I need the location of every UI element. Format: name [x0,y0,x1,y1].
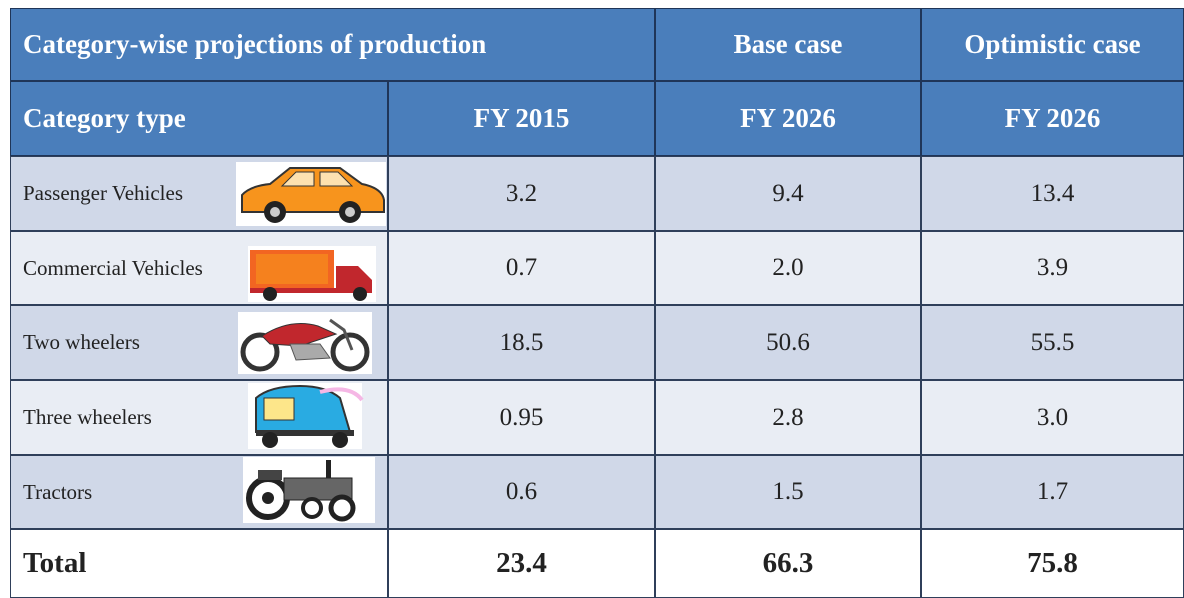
value-cell: 3.0 [921,380,1184,455]
value-cell: 3.9 [921,231,1184,305]
total-label: Total [10,529,388,598]
value-cell: 0.95 [388,380,655,455]
row-label: Tractors [10,455,388,529]
value-cell: 13.4 [921,156,1184,231]
value-cell: 18.5 [388,305,655,380]
value-cell: 9.4 [655,156,921,231]
column-header: FY 2015 [388,81,655,156]
value-cell: 2.0 [655,231,921,305]
column-header: FY 2026 [655,81,921,156]
value-cell: 0.7 [388,231,655,305]
value-cell: 3.2 [388,156,655,231]
value-cell: 50.6 [655,305,921,380]
value-cell: 1.7 [921,455,1184,529]
value-cell: 2.8 [655,380,921,455]
total-value: 66.3 [655,529,921,598]
column-header: Category type [10,81,388,156]
value-cell: 0.6 [388,455,655,529]
row-label: Passenger Vehicles [10,156,388,231]
row-label: Two wheelers [10,305,388,380]
value-cell: 1.5 [655,455,921,529]
row-label: Commercial Vehicles [10,231,388,305]
header-title: Category-wise projections of production [10,8,655,81]
total-value: 75.8 [921,529,1184,598]
column-header: FY 2026 [921,81,1184,156]
header-cell: Optimistic case [921,8,1184,81]
total-value: 23.4 [388,529,655,598]
header-cell: Base case [655,8,921,81]
value-cell: 55.5 [921,305,1184,380]
row-label: Three wheelers [10,380,388,455]
